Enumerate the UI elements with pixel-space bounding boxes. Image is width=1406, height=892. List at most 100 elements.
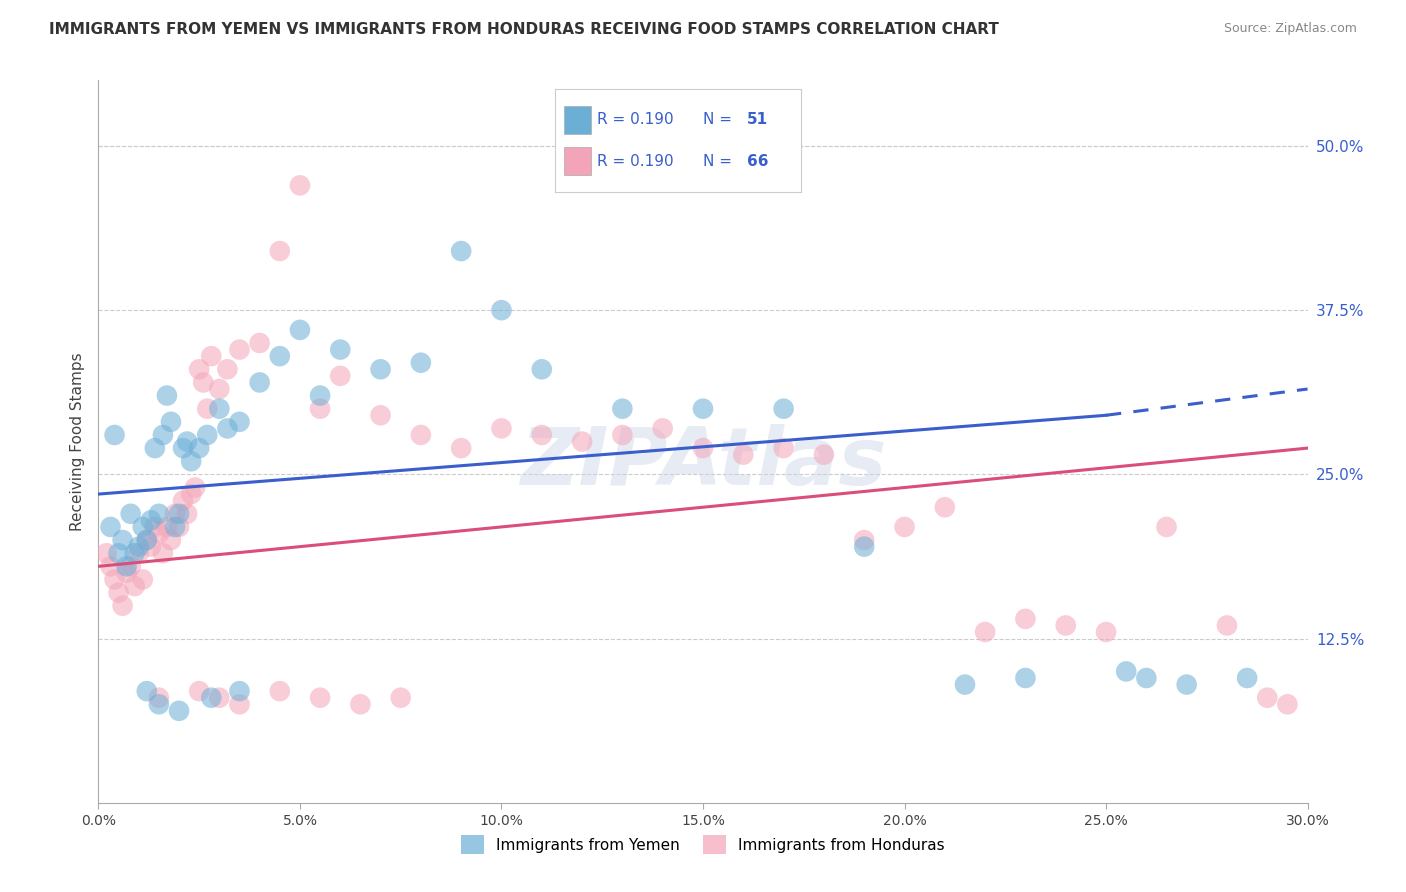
Point: [217, 421, 239, 435]
Point: [269, 684, 291, 698]
Point: [389, 690, 412, 705]
Point: [135, 684, 157, 698]
Point: [571, 434, 593, 449]
Point: [612, 401, 634, 416]
Point: [269, 244, 291, 258]
Point: [288, 178, 311, 193]
Point: [1156, 520, 1178, 534]
Point: [100, 559, 122, 574]
Point: [176, 434, 198, 449]
Point: [139, 540, 162, 554]
Point: [120, 507, 142, 521]
Point: [128, 546, 150, 560]
Point: [450, 441, 472, 455]
Point: [152, 428, 174, 442]
Point: [120, 559, 142, 574]
Point: [148, 698, 170, 712]
Point: [163, 507, 186, 521]
Point: [228, 415, 250, 429]
Point: [651, 421, 673, 435]
Point: [156, 388, 179, 402]
Point: [208, 690, 231, 705]
Point: [409, 428, 432, 442]
Point: [772, 401, 794, 416]
Point: [370, 362, 392, 376]
Point: [184, 481, 207, 495]
Point: [692, 441, 714, 455]
Point: [200, 349, 222, 363]
Point: [172, 441, 194, 455]
Point: [1014, 612, 1036, 626]
Point: [934, 500, 956, 515]
Point: [1054, 618, 1077, 632]
Bar: [564, 147, 591, 175]
Point: [128, 540, 150, 554]
Point: [1216, 618, 1239, 632]
Point: [491, 421, 513, 435]
Point: [329, 343, 352, 357]
Text: R = 0.190: R = 0.190: [598, 153, 673, 169]
Text: 51: 51: [748, 112, 769, 128]
Legend: Immigrants from Yemen, Immigrants from Honduras: Immigrants from Yemen, Immigrants from H…: [456, 830, 950, 860]
Point: [100, 520, 122, 534]
Point: [309, 388, 332, 402]
Point: [135, 533, 157, 547]
Bar: [564, 106, 591, 134]
Point: [450, 244, 472, 258]
Point: [530, 362, 553, 376]
Point: [228, 698, 250, 712]
Point: [115, 566, 138, 580]
Point: [893, 520, 915, 534]
Point: [167, 520, 190, 534]
Point: [163, 520, 186, 534]
Point: [200, 690, 222, 705]
Point: [172, 493, 194, 508]
Point: [188, 362, 211, 376]
Point: [1277, 698, 1299, 712]
Point: [167, 507, 190, 521]
Point: [195, 401, 218, 416]
Point: [124, 546, 146, 560]
Text: N =: N =: [703, 153, 737, 169]
Point: [111, 533, 134, 547]
Point: [612, 428, 634, 442]
Point: [180, 487, 202, 501]
Text: N =: N =: [703, 112, 737, 128]
Point: [772, 441, 794, 455]
Point: [143, 520, 166, 534]
Point: [813, 448, 835, 462]
Point: [176, 507, 198, 521]
Text: 66: 66: [748, 153, 769, 169]
Point: [1175, 677, 1198, 691]
Point: [135, 533, 157, 547]
Point: [107, 546, 129, 560]
Point: [1256, 690, 1278, 705]
Point: [148, 526, 170, 541]
Text: Source: ZipAtlas.com: Source: ZipAtlas.com: [1223, 22, 1357, 36]
Point: [1115, 665, 1137, 679]
Point: [249, 336, 271, 351]
Point: [349, 698, 371, 712]
Text: ZIPAtlas: ZIPAtlas: [520, 425, 886, 502]
Point: [329, 368, 352, 383]
Point: [148, 507, 170, 521]
Point: [249, 376, 271, 390]
Point: [288, 323, 311, 337]
Point: [217, 362, 239, 376]
Point: [953, 677, 976, 691]
Point: [733, 448, 755, 462]
Point: [188, 684, 211, 698]
Point: [115, 559, 138, 574]
Point: [370, 409, 392, 423]
Y-axis label: Receiving Food Stamps: Receiving Food Stamps: [69, 352, 84, 531]
Point: [180, 454, 202, 468]
Point: [160, 533, 183, 547]
Text: R = 0.190: R = 0.190: [598, 112, 673, 128]
Point: [148, 690, 170, 705]
Point: [103, 428, 125, 442]
Point: [152, 546, 174, 560]
Point: [195, 428, 218, 442]
Point: [853, 540, 876, 554]
Point: [188, 441, 211, 455]
Point: [167, 704, 190, 718]
